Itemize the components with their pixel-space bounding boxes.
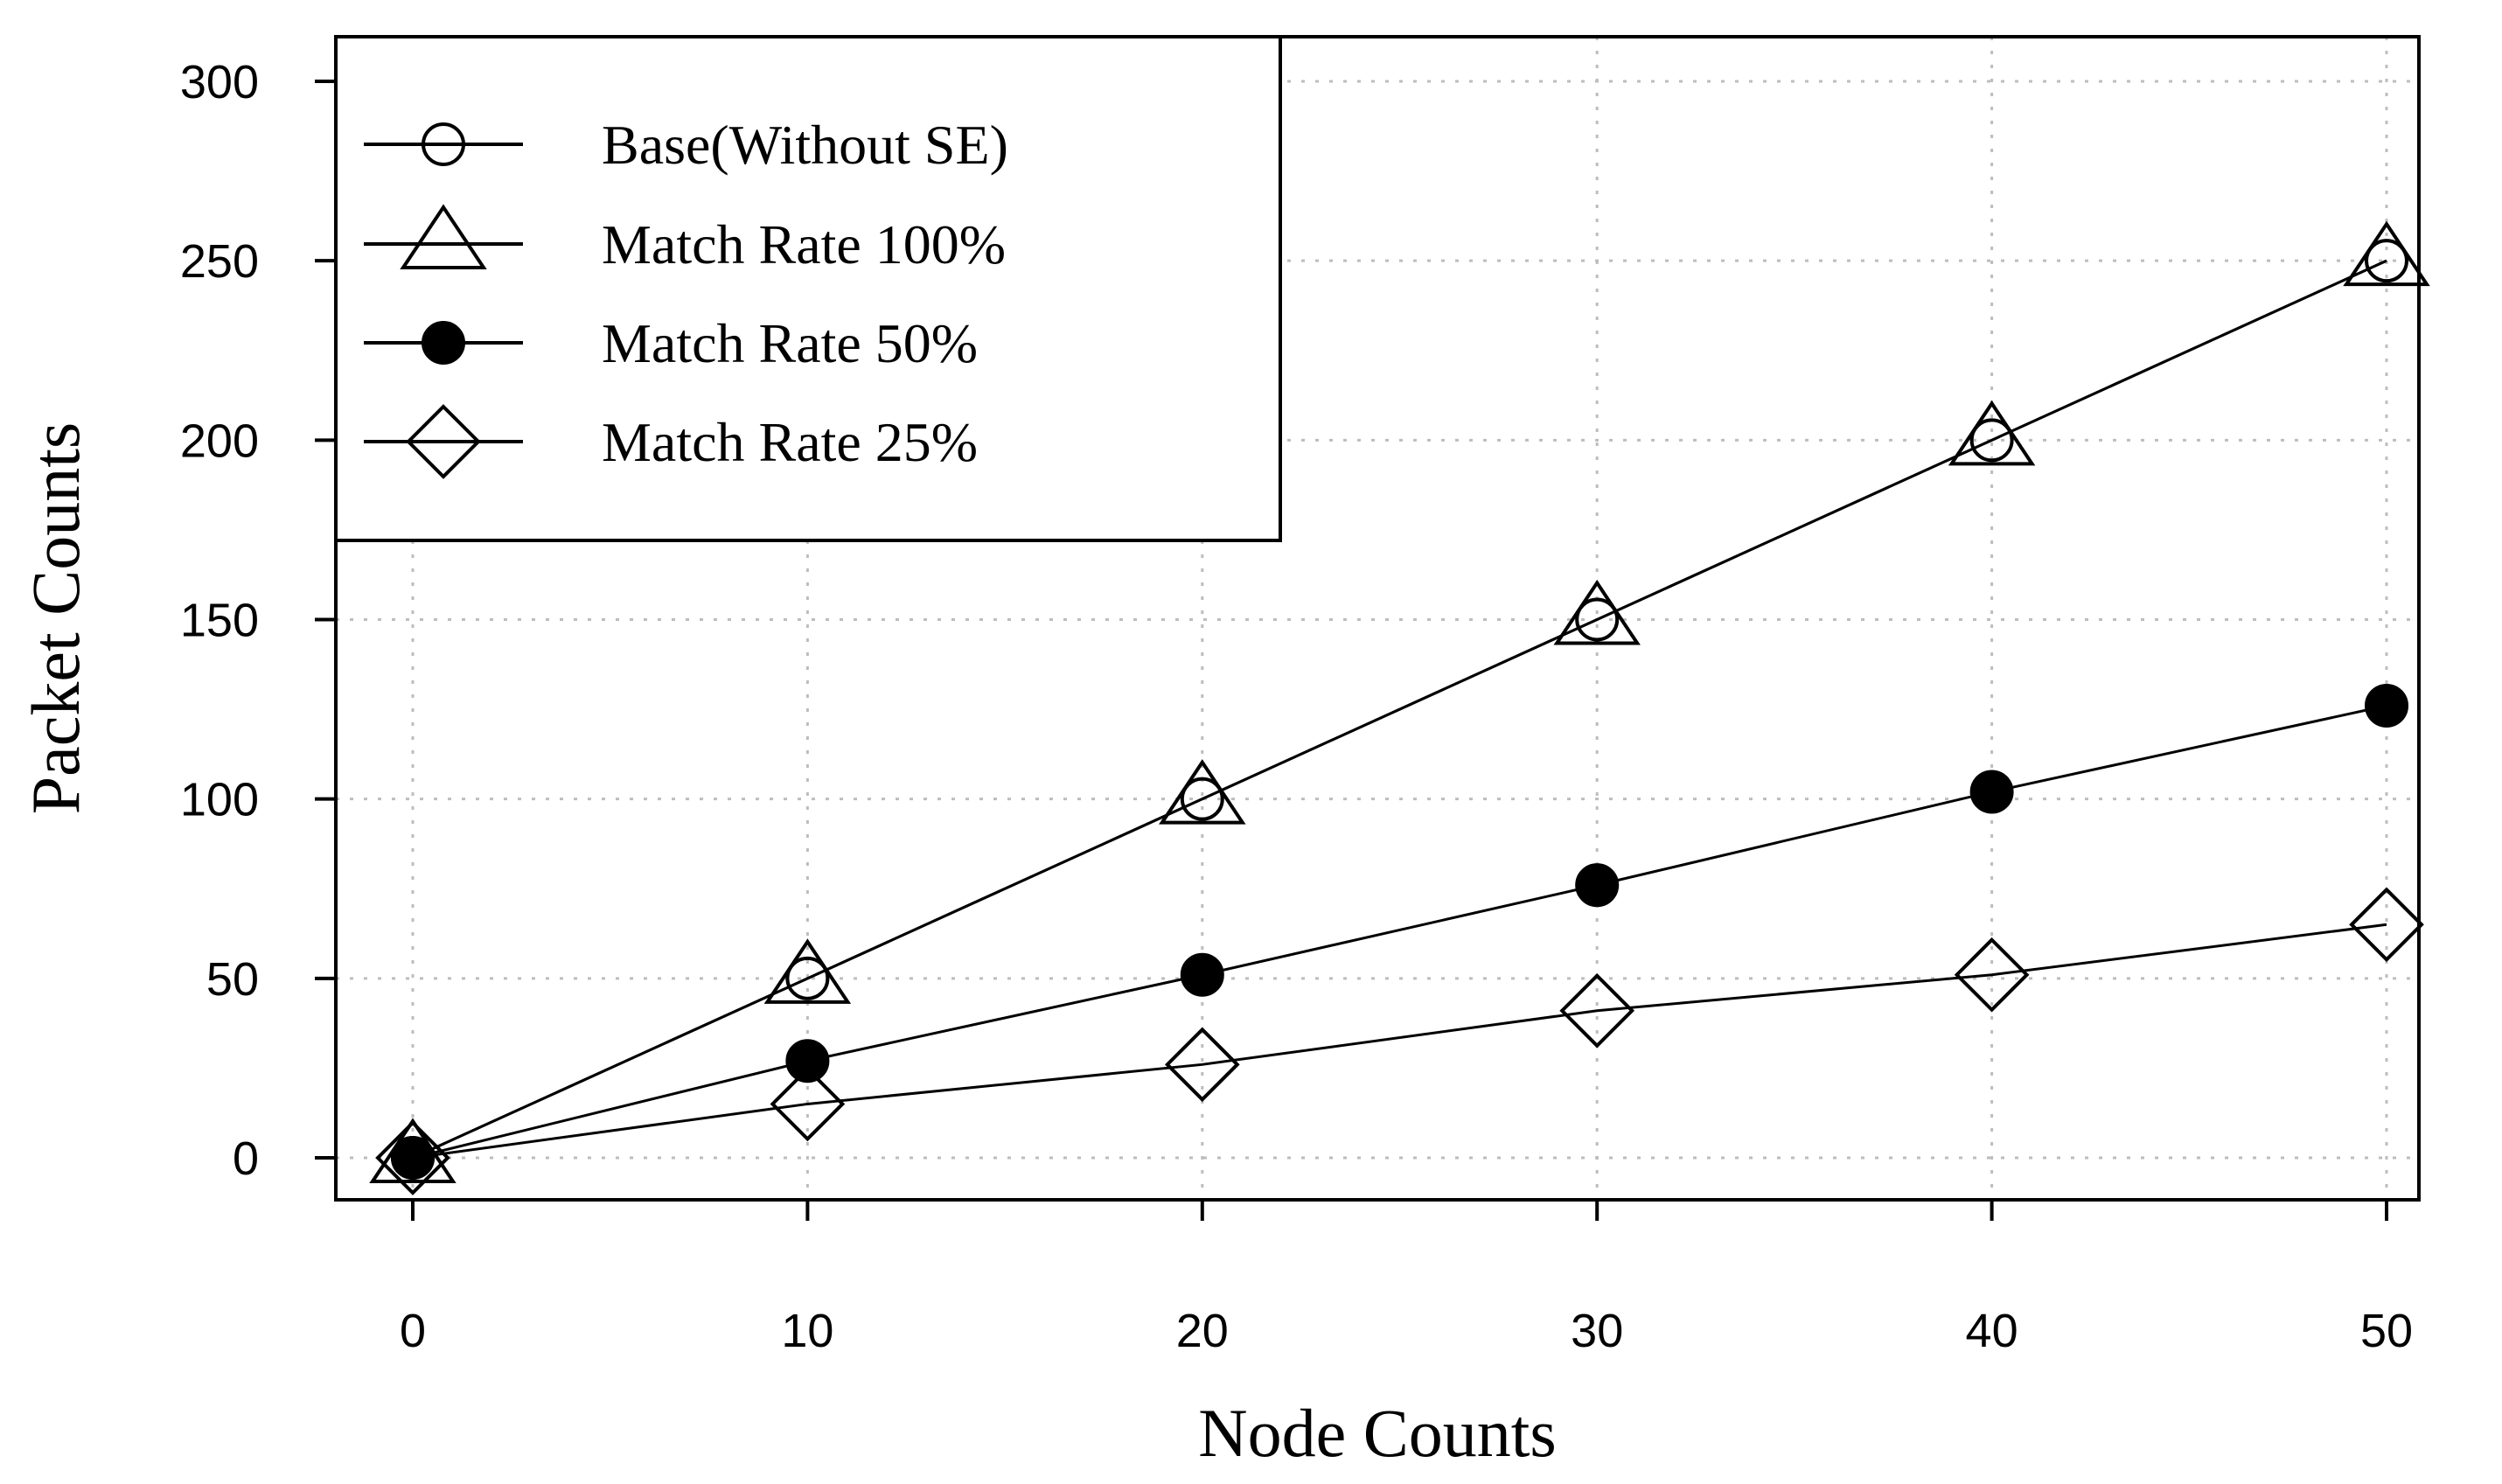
- legend-marker: [422, 321, 465, 365]
- data-point: [785, 1039, 830, 1083]
- data-point: [785, 956, 830, 1000]
- x-tick-label: 10: [781, 1305, 833, 1357]
- y-tick-label: 300: [180, 56, 259, 108]
- x-axis-title: Node Counts: [1198, 1395, 1557, 1471]
- legend-label: Base(Without SE): [602, 114, 1008, 176]
- data-point: [2365, 239, 2408, 283]
- data-point: [763, 938, 852, 1004]
- series-line: [412, 259, 2387, 1160]
- x-tick-label: 40: [1966, 1305, 2018, 1357]
- data-point: [1969, 418, 2014, 463]
- legend-marker: [406, 404, 481, 479]
- data-point: [1180, 777, 1224, 821]
- data-point: [1180, 952, 1224, 997]
- x-tick-label: 50: [2360, 1305, 2413, 1357]
- data-point: [2343, 220, 2430, 287]
- legend-box: [334, 35, 1282, 542]
- grid: [336, 37, 2419, 1200]
- legend-item: Match Rate 100%: [364, 204, 1006, 275]
- x-tick-label: 20: [1176, 1305, 1229, 1357]
- series-4: [375, 887, 2424, 1195]
- y-tick-label: 250: [180, 235, 259, 288]
- series-line: [412, 923, 2387, 1160]
- legend-marker: [400, 204, 487, 269]
- legend-marker: [422, 122, 465, 166]
- x-tick-label: 30: [1571, 1305, 1623, 1357]
- data-point: [1164, 1027, 1240, 1103]
- legend-item: Base(Without SE): [364, 114, 1008, 176]
- data-point: [1575, 597, 1620, 642]
- legend-label: Match Rate 100%: [602, 213, 1006, 275]
- legend: Base(Without SE) Match Rate 100% Match Rat…: [334, 35, 1282, 542]
- y-tick-label: 50: [206, 953, 259, 1006]
- axes: 0 10 20 30 40 50 0 50 100 150 200 250 300: [180, 56, 2413, 1357]
- series-layer: [369, 220, 2430, 1195]
- data-point: [2365, 683, 2408, 728]
- y-tick-label: 0: [233, 1132, 259, 1185]
- data-point: [1969, 770, 2014, 814]
- legend-item: Match Rate 50%: [364, 312, 978, 374]
- series-line: [412, 704, 2387, 1160]
- data-point: [2349, 887, 2424, 963]
- legend-item: Match Rate 25%: [364, 404, 978, 479]
- data-point: [1559, 972, 1635, 1049]
- y-axis-title: Packet Counts: [17, 422, 94, 814]
- x-tick-label: 0: [400, 1305, 426, 1357]
- data-point: [1553, 579, 1641, 645]
- y-tick-label: 100: [180, 774, 259, 826]
- y-tick-label: 150: [180, 595, 259, 647]
- data-point: [1159, 759, 1246, 825]
- data-point: [1575, 863, 1620, 908]
- series-3: [391, 683, 2408, 1180]
- data-point: [1954, 937, 2030, 1013]
- legend-label: Match Rate 50%: [602, 312, 978, 374]
- data-point: [375, 1120, 450, 1195]
- legend-label: Match Rate 25%: [602, 411, 978, 473]
- y-tick-label: 200: [180, 415, 259, 467]
- data-point: [770, 1066, 846, 1142]
- data-point: [1948, 400, 2036, 466]
